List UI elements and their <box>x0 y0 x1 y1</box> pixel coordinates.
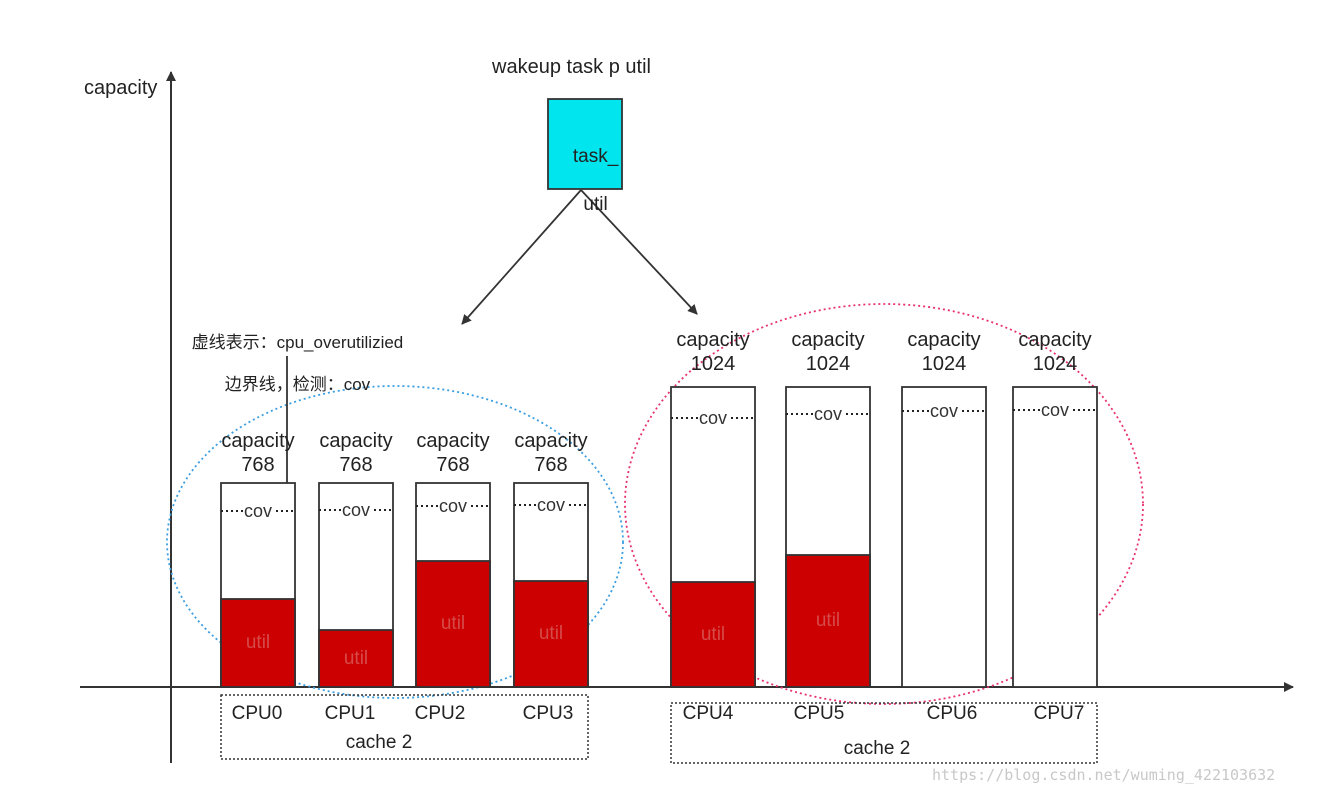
cov-note-line-1: 虚线表示：cpu_overutilizied <box>191 333 404 352</box>
capacity-value: 1024 <box>690 353 736 375</box>
cpu-name-label: CPU3 <box>522 703 574 724</box>
cov-label: cov <box>437 496 469 516</box>
capacity-word: capacity <box>221 430 295 452</box>
capacity-label: capacity 1024 <box>1018 328 1091 376</box>
little-cluster-ring <box>166 385 624 699</box>
capacity-label: capacity 768 <box>221 429 294 477</box>
util-label: util <box>343 647 369 669</box>
cov-note-line-2: 边界线，检测：cov <box>224 375 371 394</box>
util-fill <box>318 629 394 688</box>
big-cache-label: cache 2 <box>843 738 911 759</box>
task-util-line-1: task_ <box>572 146 619 167</box>
util-label: util <box>815 610 841 631</box>
capacity-label: capacity 1024 <box>907 328 980 376</box>
capacity-label: capacity 768 <box>319 429 392 477</box>
cpu-bars <box>220 386 1098 688</box>
capacity-word: capacity <box>416 430 490 452</box>
capacity-word: capacity <box>514 430 588 452</box>
diagram-title: wakeup task p util <box>492 56 651 78</box>
cpu-bar-outline <box>901 386 987 688</box>
capacity-label: capacity 768 <box>416 429 489 477</box>
util-label: util <box>538 623 564 644</box>
task-util-label: task_ util <box>552 121 619 241</box>
cpu-name-label: CPU2 <box>414 703 466 724</box>
capacity-word: capacity <box>791 329 865 351</box>
cpu-bar-outline <box>1012 386 1098 688</box>
little-cache-label: cache 2 <box>345 732 413 753</box>
capacity-label: capacity 768 <box>514 429 587 477</box>
cov-label: cov <box>1039 400 1071 420</box>
cov-label: cov <box>242 501 274 521</box>
capacity-value: 768 <box>339 454 373 476</box>
cov-label: cov <box>928 401 960 421</box>
capacity-value: 768 <box>436 454 470 476</box>
capacity-word: capacity <box>319 430 393 452</box>
capacity-value: 768 <box>241 454 275 476</box>
cpu-name-label: CPU7 <box>1033 703 1085 724</box>
little-cache-box <box>220 694 589 760</box>
cov-label: cov <box>697 408 729 428</box>
big-cache-box <box>670 702 1098 764</box>
watermark: https://blog.csdn.net/wuming_422103632 <box>932 766 1276 784</box>
capacity-label: capacity 1024 <box>676 328 749 376</box>
cov-label: cov <box>340 500 372 520</box>
util-fill <box>670 581 756 688</box>
cov-note: 虚线表示：cpu_overutilizied 边界线，检测：cov <box>173 311 404 416</box>
capacity-word: capacity <box>907 329 981 351</box>
capacity-word: capacity <box>676 329 750 351</box>
cpu-name-label: CPU5 <box>793 703 845 724</box>
arrow-to-big-cluster <box>580 189 698 315</box>
big-cluster-ring <box>624 303 1144 705</box>
util-label: util <box>700 623 726 645</box>
task-util-line-2: util <box>583 194 608 215</box>
util-label: util <box>440 613 466 634</box>
task-util-box <box>547 98 623 190</box>
capacity-label: capacity 1024 <box>791 328 864 376</box>
cpu-name-label: CPU0 <box>231 703 283 724</box>
capacity-value: 1024 <box>921 353 967 375</box>
capacity-word: capacity <box>1018 329 1092 351</box>
cpu-name-label: CPU6 <box>926 703 978 724</box>
cpu-name-label: CPU4 <box>682 703 734 724</box>
util-fill <box>220 598 296 688</box>
cov-label: cov <box>535 495 567 515</box>
util-fill <box>415 560 491 688</box>
cov-label: cov <box>812 404 844 424</box>
util-fill <box>785 554 871 688</box>
capacity-value: 1024 <box>805 353 851 375</box>
capacity-value: 768 <box>534 454 568 476</box>
arrow-to-little-cluster <box>461 189 582 325</box>
util-label: util <box>245 632 271 653</box>
y-axis-label: capacity <box>84 77 158 99</box>
util-fill <box>513 580 589 688</box>
cpu-name-label: CPU1 <box>324 703 376 724</box>
capacity-value: 1024 <box>1032 353 1078 375</box>
